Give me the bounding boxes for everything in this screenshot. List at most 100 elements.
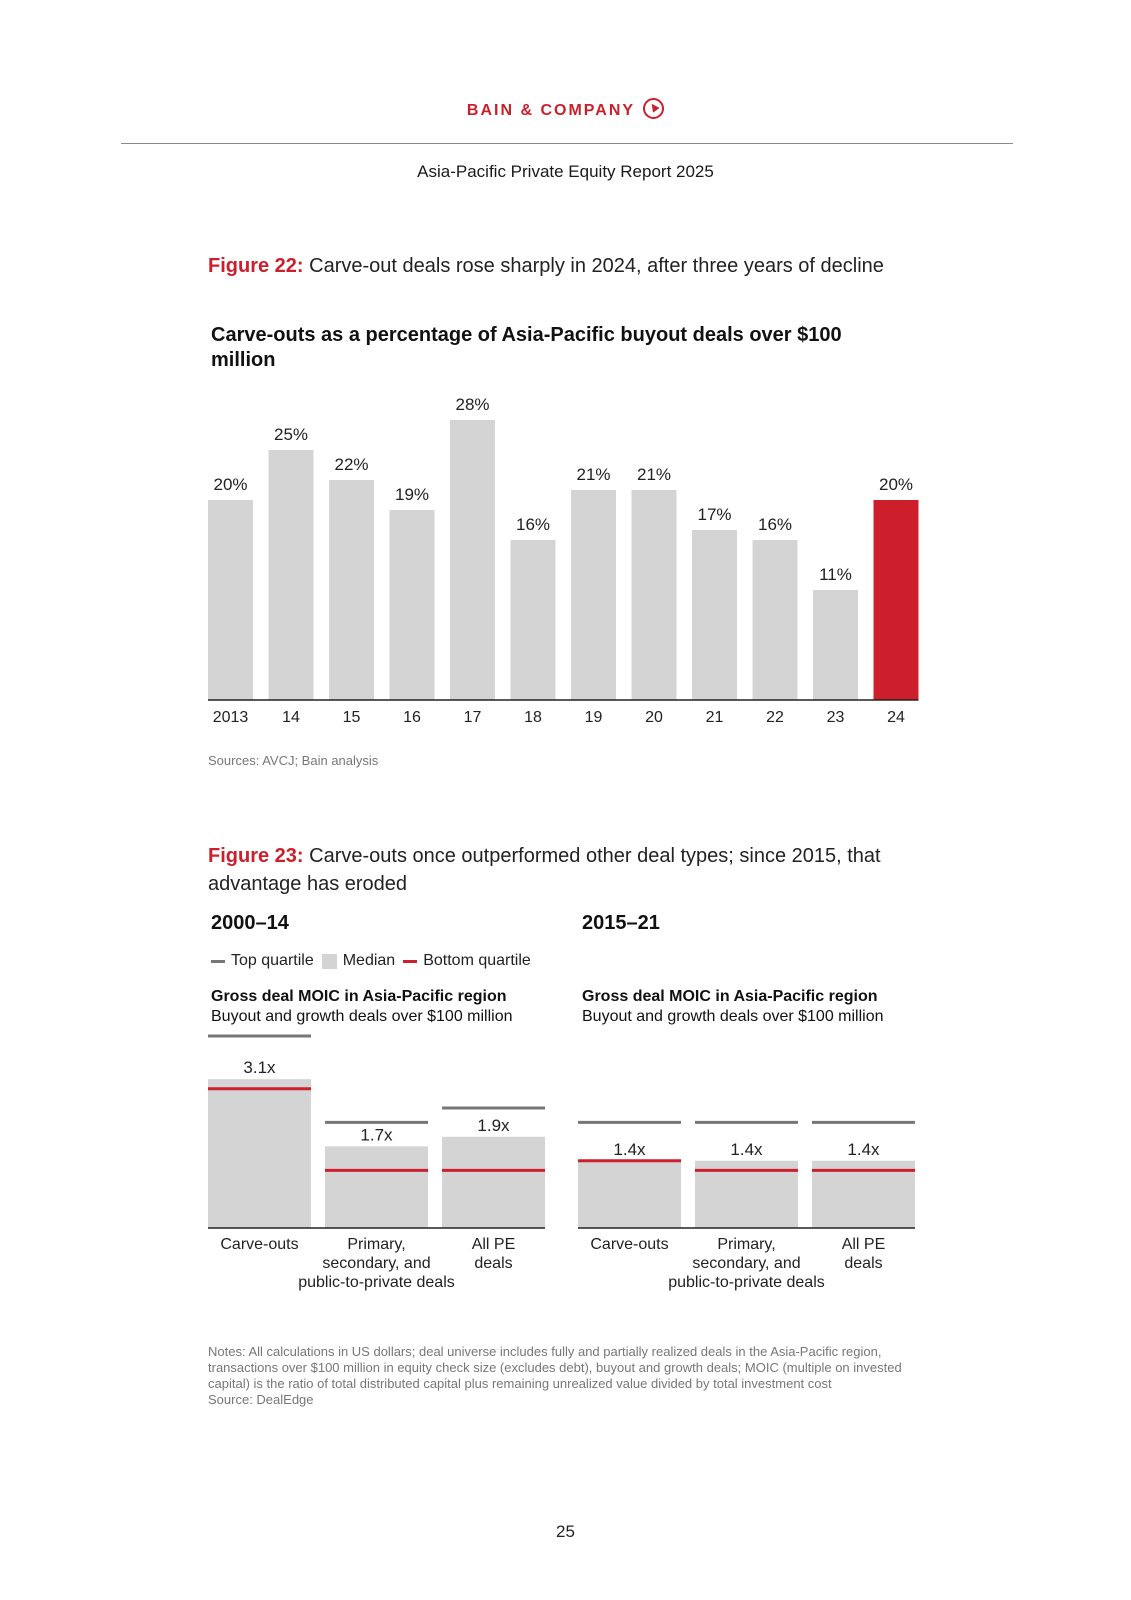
bar-value-label-19: 21% — [576, 465, 610, 484]
x-tick-label-24: 24 — [887, 709, 905, 726]
bar-21 — [692, 530, 737, 700]
bar-17 — [450, 420, 495, 700]
legend-median-label: Median — [342, 952, 396, 969]
moic-left-median-label-2: 1.9x — [477, 1116, 510, 1135]
bar-value-label-2013: 20% — [213, 475, 247, 494]
bar-value-label-15: 22% — [334, 455, 368, 474]
figure-23-caption: Carve-outs once outperformed other deal … — [208, 845, 881, 895]
bar-22 — [752, 540, 798, 700]
x-tick-label-23: 23 — [827, 709, 845, 726]
bar-value-label-14: 25% — [274, 425, 308, 444]
report-title: Asia-Pacific Private Equity Report 2025 — [417, 162, 714, 181]
moic-left-category-label-0: Carve-outs — [220, 1236, 298, 1253]
top-quartile-swatch — [211, 959, 225, 963]
logo-compass-icon — [643, 98, 665, 119]
x-tick-label-2013: 2013 — [213, 709, 249, 726]
figure-23-number: Figure 23: — [208, 845, 304, 867]
moic-left-median-bar-0 — [208, 1079, 311, 1228]
moic-chart-2015-21: 1.4x Carve-outs 1.4x Primary, secondary, and… — [578, 1120, 915, 1291]
bar-15 — [329, 480, 374, 700]
moic-right-category-label-1-line-0: Primary, — [717, 1236, 775, 1253]
moic-right-median-label-0: 1.4x — [613, 1140, 646, 1159]
figure-22-caption: Carve-out deals rose sharply in 2024, af… — [309, 255, 884, 277]
moic-left-category-label-0-line-0: Carve-outs — [220, 1236, 298, 1253]
moic-right-title: Gross deal MOIC in Asia-Pacific region B… — [582, 987, 884, 1027]
moic-right-plot: 1.4x Carve-outs 1.4x Primary, secondary, and… — [578, 1120, 915, 1291]
moic-right-subtitle: Buyout and growth deals over $100 millio… — [582, 1008, 884, 1025]
moic-right-median-label-2: 1.4x — [847, 1140, 880, 1159]
bar-24 — [873, 500, 919, 700]
legend-bottom-quartile: Bottom quartile — [403, 952, 531, 970]
header-divider — [121, 143, 1013, 144]
x-tick-label-20: 20 — [645, 709, 663, 726]
bar-20 — [631, 490, 677, 700]
page-number: 25 — [556, 1522, 575, 1541]
moic-left-category-label-1-line-0: Primary, — [347, 1236, 405, 1253]
figure-23-notes-text: Notes: All calculations in US dollars; d… — [208, 1344, 902, 1391]
x-tick-label-17: 17 — [464, 709, 482, 726]
figure-22-source: Sources: AVCJ; Bain analysis — [208, 753, 379, 768]
bar-value-label-22: 16% — [758, 515, 792, 534]
moic-left-median-bar-2 — [442, 1136, 545, 1228]
legend-top-quartile-label: Top quartile — [231, 952, 314, 969]
moic-right-category-label-0-line-0: Carve-outs — [590, 1236, 668, 1253]
moic-left-subtitle: Buyout and growth deals over $100 millio… — [211, 1008, 513, 1025]
moic-right-category-label-1: Primary, secondary, and public-to-private … — [668, 1236, 825, 1291]
figure-22-title: Figure 22: Carve-out deals rose sharply … — [208, 252, 928, 280]
moic-left-category-label-1: Primary, secondary, and public-to-private … — [298, 1236, 455, 1291]
moic-right-category-label-2-line-1: deals — [844, 1255, 882, 1272]
moic-left-category-label-1-line-2: public-to-private deals — [298, 1274, 455, 1291]
moic-right-title-bold: Gross deal MOIC in Asia-Pacific region — [582, 988, 878, 1005]
moic-left-median-label-0: 3.1x — [243, 1058, 276, 1077]
bar-value-label-20: 21% — [637, 465, 671, 484]
moic-left-category-label-1-line-1: secondary, and — [322, 1255, 430, 1272]
period-2015-21-title: 2015–21 — [582, 912, 660, 934]
figure-22-number: Figure 22: — [208, 255, 304, 277]
median-swatch — [321, 953, 337, 969]
moic-left-title: Gross deal MOIC in Asia-Pacific region B… — [211, 987, 513, 1027]
moic-left-title-bold: Gross deal MOIC in Asia-Pacific region — [211, 988, 507, 1005]
x-tick-label-19: 19 — [585, 709, 603, 726]
legend-bottom-quartile-label: Bottom quartile — [423, 952, 531, 969]
bottom-quartile-swatch — [403, 959, 418, 963]
bar-14 — [268, 450, 314, 700]
moic-left-median-bar-1 — [325, 1146, 428, 1228]
moic-right-category-label-0: Carve-outs — [590, 1236, 668, 1253]
bar-value-label-24: 20% — [879, 475, 913, 494]
bar-chart-title: Carve-outs as a percentage of Asia-Pacif… — [211, 324, 842, 371]
carve-out-bar-chart: 20% 2013 25% 14 22% 15 19% 16 28% 17 16% 18 21% 19 21%… — [208, 395, 919, 726]
bain-logo: BAIN & COMPANY — [0, 98, 1131, 120]
moic-right-category-label-1-line-2: public-to-private deals — [668, 1274, 825, 1291]
bar-value-label-21: 17% — [697, 505, 731, 524]
bar-2013 — [208, 500, 253, 700]
moic-chart-2000-14: 3.1x Carve-outs 1.7x Primary, secondary, and… — [208, 1034, 545, 1291]
x-tick-label-21: 21 — [706, 709, 724, 726]
moic-left-category-label-2-line-0: All PE — [472, 1236, 516, 1253]
period-2000-14-title: 2000–14 — [211, 912, 289, 934]
moic-right-category-label-1-line-1: secondary, and — [692, 1255, 800, 1272]
bar-value-label-23: 11% — [819, 565, 852, 584]
moic-right-category-label-2: All PE deals — [842, 1236, 886, 1272]
legend-top-quartile: Top quartile — [211, 952, 314, 970]
bar-value-label-17: 28% — [455, 395, 489, 414]
bar-19 — [571, 490, 616, 700]
moic-left-plot: 3.1x Carve-outs 1.7x Primary, secondary, and… — [208, 1034, 545, 1291]
moic-right-median-bar-1 — [695, 1160, 798, 1228]
legend-median: Median — [321, 952, 396, 970]
moic-left-category-label-2-line-1: deals — [474, 1255, 512, 1272]
x-tick-label-15: 15 — [343, 709, 361, 726]
bar-18 — [510, 540, 556, 700]
moic-right-median-bar-2 — [812, 1160, 915, 1228]
bar-chart-plot: 20% 2013 25% 14 22% 15 19% 16 28% 17 16% 18 21% 19 21%… — [208, 395, 919, 726]
moic-right-median-bar-0 — [578, 1160, 681, 1228]
x-tick-label-18: 18 — [524, 709, 542, 726]
figure-23-source: Source: DealEdge — [208, 1392, 314, 1407]
moic-right-category-label-2-line-0: All PE — [842, 1236, 886, 1253]
bar-value-label-18: 16% — [516, 515, 550, 534]
x-tick-label-22: 22 — [766, 709, 784, 726]
moic-left-median-label-1: 1.7x — [360, 1125, 393, 1144]
figure-23-notes: Notes: All calculations in US dollars; d… — [208, 1344, 928, 1408]
bar-value-label-16: 19% — [395, 485, 429, 504]
x-tick-label-16: 16 — [403, 709, 421, 726]
bar-16 — [389, 510, 435, 700]
